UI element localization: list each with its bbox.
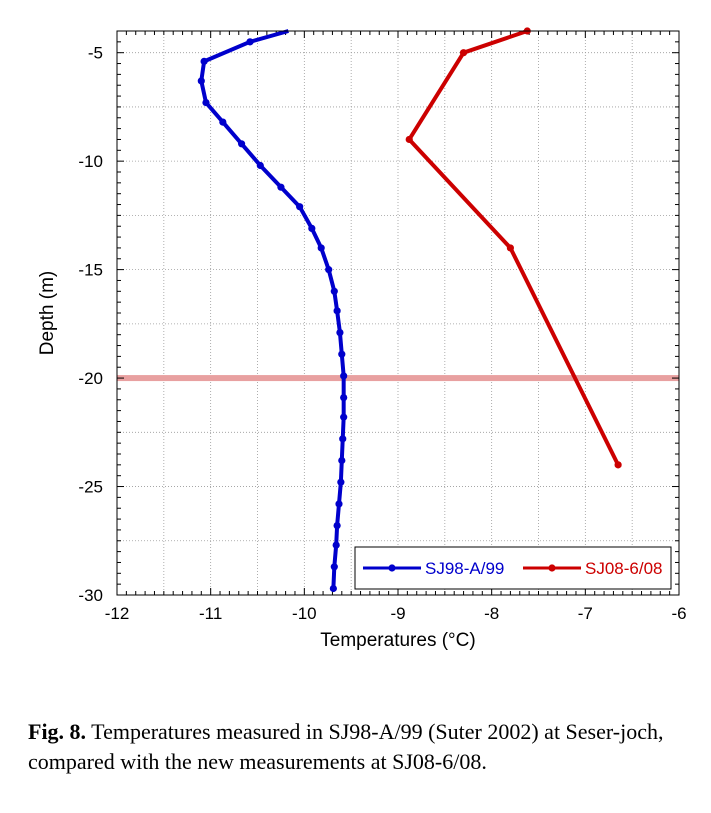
legend-item-2: SJ08-6/08 [523, 559, 663, 578]
legend-label: SJ08-6/08 [585, 559, 663, 578]
legend-swatch-marker [388, 564, 396, 572]
data-point [296, 203, 304, 211]
y-tick-label: -25 [78, 478, 103, 497]
data-point [197, 77, 205, 85]
y-tick-label: -5 [88, 44, 103, 63]
x-tick-label: -9 [390, 604, 405, 623]
y-tick-label: -20 [78, 369, 103, 388]
data-point [330, 563, 338, 571]
y-tick-label: -15 [78, 261, 103, 280]
figure-label: Fig. 8. [28, 719, 87, 744]
legend-swatch-marker [548, 564, 556, 572]
data-point [330, 287, 338, 295]
x-tick-label: -8 [484, 604, 499, 623]
data-point [237, 140, 246, 148]
data-point [329, 584, 337, 593]
x-tick-labels: -12 -11 -10 -9 -8 -7 -6 [105, 604, 687, 623]
data-point [333, 307, 341, 315]
data-point [338, 350, 346, 358]
data-point [317, 244, 325, 252]
y-axis-title: Depth (m) [37, 271, 58, 355]
series-layer [197, 27, 622, 593]
data-point [333, 521, 341, 530]
x-tick-label: -11 [199, 604, 222, 623]
series-1 [197, 29, 348, 593]
grid [116, 31, 680, 596]
data-point [277, 183, 285, 191]
y-tick-label: -30 [78, 586, 103, 605]
series-line [199, 29, 346, 589]
legend: SJ98-A/99 SJ08-6/08 [354, 546, 672, 590]
data-point [338, 456, 346, 465]
plot-frame [116, 30, 680, 596]
data-point [340, 394, 348, 402]
data-point [332, 541, 340, 549]
data-point [337, 478, 345, 486]
x-tick-label: -7 [578, 604, 593, 623]
data-point [325, 266, 333, 274]
reference-band [117, 375, 679, 382]
data-point [202, 98, 210, 107]
data-point [340, 413, 348, 421]
x-tick-label: -12 [105, 604, 130, 623]
data-point [339, 435, 347, 443]
data-point [308, 224, 316, 232]
data-point [256, 161, 264, 170]
data-point [340, 372, 348, 380]
data-point [219, 118, 227, 126]
data-point [614, 461, 622, 469]
x-tick-label: -6 [671, 604, 686, 623]
x-axis-title: Temperatures (°C) [320, 630, 475, 651]
legend-item-1: SJ98-A/99 [363, 559, 504, 578]
x-tick-label: -10 [292, 604, 317, 623]
data-point [200, 57, 208, 65]
figure-caption: Fig. 8. Temperatures measured in SJ98-A/… [28, 717, 688, 777]
data-point [246, 38, 254, 46]
caption-text: Temperatures measured in SJ98-A/99 (Sute… [28, 719, 664, 774]
data-point [405, 135, 413, 144]
data-point [335, 500, 343, 508]
legend-label: SJ98-A/99 [425, 559, 504, 578]
series-2 [405, 27, 622, 469]
data-point [336, 328, 344, 337]
data-point [506, 244, 514, 252]
data-point [459, 49, 468, 57]
depth-temperature-chart: -12 -11 -10 -9 -8 -7 -6 -5 -10 -15 -20 -25 -30 Temp… [37, 27, 687, 651]
y-tick-label: -10 [78, 152, 103, 171]
y-tick-labels: -5 -10 -15 -20 -25 -30 [78, 44, 103, 605]
